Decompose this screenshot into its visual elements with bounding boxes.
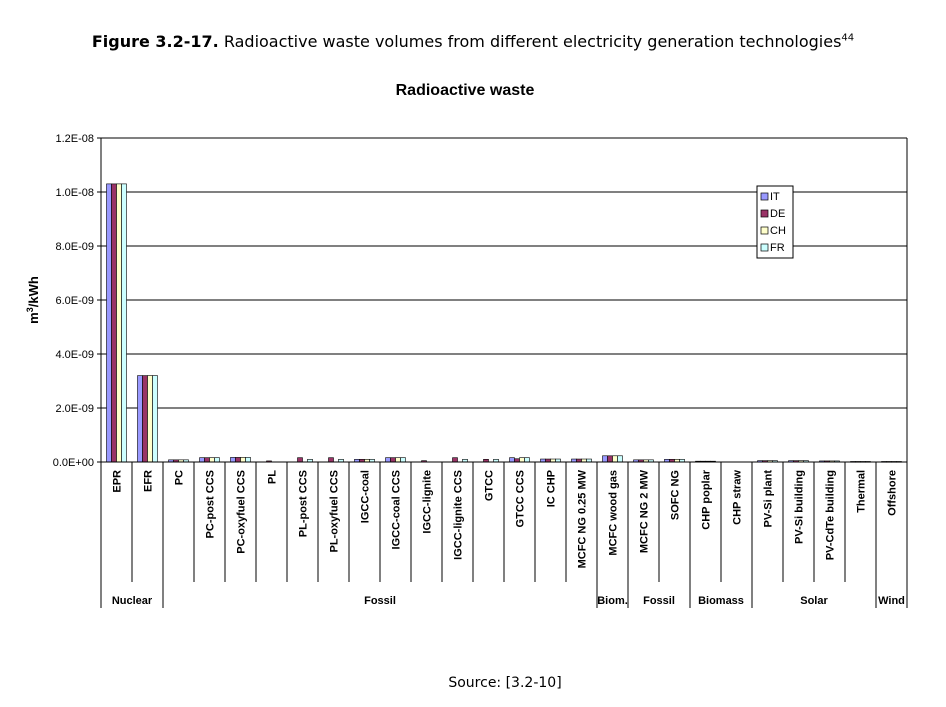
bar-de xyxy=(142,375,148,463)
group-label: Fossil xyxy=(643,595,675,607)
bar-fr xyxy=(400,457,406,463)
group-label: Biom. xyxy=(597,595,628,607)
bar-de xyxy=(390,457,396,463)
bar-it xyxy=(385,457,391,463)
bar-fr xyxy=(214,457,220,463)
bar-ch xyxy=(240,457,246,463)
figure-label: Figure 3.2-17. xyxy=(91,32,219,51)
bar-it xyxy=(106,183,112,463)
source-note: Source: [3.2-10] xyxy=(448,675,562,691)
bar-fr xyxy=(617,455,623,463)
bar-ch xyxy=(209,457,215,463)
x-tick-label: GTCC xyxy=(484,470,496,501)
bar-de xyxy=(235,457,241,463)
x-tick-label: CHP straw xyxy=(732,470,744,525)
y-tick-label: 8.0E-09 xyxy=(55,241,94,253)
x-tick-label: SOFC NG xyxy=(670,470,682,520)
y-tick-label: 0.0E+00 xyxy=(53,457,94,469)
x-tick-label: IGCC-lignite xyxy=(422,470,434,534)
x-tick-label: EFR xyxy=(143,470,155,492)
x-tick-label: Offshore xyxy=(887,470,899,516)
y-tick-label: 1.0E-08 xyxy=(55,187,94,199)
bar-fr xyxy=(524,457,530,463)
x-tick-label: IGCC-coal xyxy=(360,470,372,523)
bar-ch xyxy=(116,183,122,463)
bar-ch xyxy=(395,457,401,463)
figure-caption: Figure 3.2-17. Radioactive waste volumes… xyxy=(0,32,946,51)
x-tick-label: MCFC NG 2 MW xyxy=(639,469,651,553)
legend-label-de: DE xyxy=(770,208,785,220)
legend-swatch-it xyxy=(760,192,769,201)
legend-swatch-ch xyxy=(760,226,769,235)
x-tick-label: IGCC-coal CCS xyxy=(391,470,403,549)
x-tick-label: PV-Si building xyxy=(794,470,806,544)
bar-it xyxy=(602,455,608,463)
y-tick-label: 1.2E-08 xyxy=(55,133,94,145)
x-tick-label: PV-CdTe building xyxy=(825,470,837,560)
figure-caption-text: Radioactive waste volumes from different… xyxy=(223,32,842,51)
chart-title: Radioactive waste xyxy=(395,82,535,99)
x-tick-label: PC-post CCS xyxy=(205,470,217,538)
legend-label-ch: CH xyxy=(770,225,786,237)
bar-fr xyxy=(245,457,251,463)
x-tick-label: PL-post CCS xyxy=(298,470,310,537)
legend-label-it: IT xyxy=(770,191,780,203)
x-tick-label: PL-oxyfuel CCS xyxy=(329,470,341,553)
x-tick-label: PC xyxy=(174,470,186,485)
group-label: Solar xyxy=(800,595,828,607)
bar-de xyxy=(607,455,613,463)
x-tick-label: IGCC-lignite CCS xyxy=(453,470,465,560)
x-tick-label: MCFC NG 0.25 MW xyxy=(577,469,589,568)
bar-it xyxy=(509,457,515,463)
legend-label-fr: FR xyxy=(770,242,785,254)
bar-fr xyxy=(152,375,158,463)
bar-it xyxy=(199,457,205,463)
x-tick-label: IC CHP xyxy=(546,470,558,507)
group-label: Nuclear xyxy=(112,595,153,607)
bar-de xyxy=(204,457,210,463)
x-tick-label: PL xyxy=(267,470,279,484)
x-tick-label: PV-Si plant xyxy=(763,470,775,528)
group-label: Biomass xyxy=(698,595,744,607)
group-label: Wind xyxy=(878,595,905,607)
legend-swatch-de xyxy=(760,209,769,218)
x-tick-label: EPR xyxy=(112,470,124,493)
legend-swatch-fr xyxy=(760,243,769,252)
y-tick-label: 2.0E-09 xyxy=(55,403,94,415)
bar-fr xyxy=(121,183,127,463)
x-tick-label: CHP poplar xyxy=(701,469,713,529)
x-tick-label: MCFC wood gas xyxy=(608,470,620,556)
bar-it xyxy=(230,457,236,463)
group-label: Fossil xyxy=(364,595,396,607)
y-tick-label: 4.0E-09 xyxy=(55,349,94,361)
y-tick-label: 6.0E-09 xyxy=(55,295,94,307)
bar-ch xyxy=(147,375,153,463)
bar-ch xyxy=(612,455,618,463)
x-tick-label: PC-oxyfuel CCS xyxy=(236,470,248,554)
y-axis-label: m3/kWh xyxy=(25,276,41,324)
bar-de xyxy=(297,457,303,463)
bar-de xyxy=(111,183,117,463)
bar-de xyxy=(328,457,334,463)
bar-ch xyxy=(519,457,525,463)
bar-de xyxy=(452,457,458,463)
x-tick-label: GTCC CCS xyxy=(515,470,527,527)
x-tick-label: Thermal xyxy=(856,470,868,513)
bar-it xyxy=(137,375,143,463)
figure-reference: 44 xyxy=(841,32,855,44)
